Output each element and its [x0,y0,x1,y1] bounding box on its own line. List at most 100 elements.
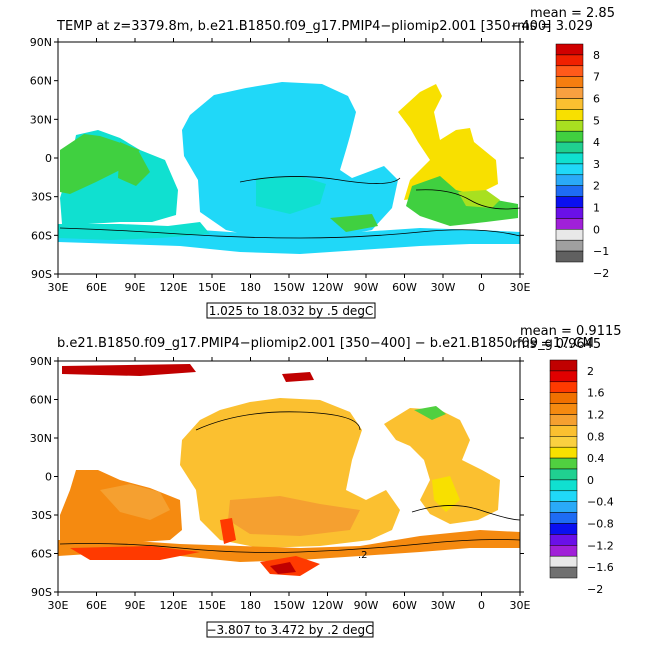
lon-label: 90W [354,599,379,612]
colorbar-swatch [549,534,578,546]
colorbar-swatch [549,359,578,372]
lon-label: 60E [86,281,107,294]
panel-1-pacific-cyan [256,176,326,214]
colorbar-label: 2 [587,365,594,378]
lat-label: 90N [30,355,52,368]
panel-1-pacific-ocean [182,82,398,240]
panel-2-pacific-lightorange [228,496,360,536]
lon-label: 180 [240,281,261,294]
colorbar-swatch [555,98,584,110]
panel-2-atlantic-yellow [432,476,460,512]
panel-1-colorbar: 8 7 6 5 4 3 2 1 0 −1 −2 [555,43,609,280]
lon-label: 90E [125,281,146,294]
panel-1-title: TEMP at z=3379.8m, b.e21.B1850.f09_g17.P… [56,19,551,34]
lon-label: 60W [392,599,417,612]
lon-label: 120E [160,281,188,294]
panel-1-rms: rms = 3.029 [512,19,593,34]
colorbar-swatch [555,120,584,132]
panel-1-lon-axis: 30E 60E 90E 120E 150E 180 150W 120W 90W 60W 30W 0 30… [48,38,531,294]
panel-2-mean: mean = 0.9115 [520,324,622,339]
colorbar-swatch [549,468,578,481]
colorbar-swatch [555,163,584,176]
lon-label: 150W [273,281,305,294]
colorbar-swatch [555,141,584,154]
colorbar-swatch [555,43,584,56]
panel-1-plot-area [57,41,521,275]
colorbar-swatch [549,566,578,579]
panel-2-colorbar: 2 1.6 1.2 0.8 0.4 0 −0.4 −0.8 −1.2 −1.6 −2 [549,359,614,596]
panel-2-plot-area: .2 [57,360,521,593]
panel-1-indian-green-2 [118,142,150,186]
colorbar-swatch [549,523,578,535]
colorbar-label: 1.6 [587,387,605,400]
colorbar-swatch [555,109,584,121]
colorbar-swatch [549,381,578,393]
lon-label: 120E [160,599,188,612]
colorbar-label: 0.4 [587,452,605,465]
colorbar-swatch [555,196,584,208]
panel-1-range-box [206,302,376,319]
colorbar-swatch [549,479,578,492]
colorbar-label: −2 [587,583,603,596]
lat-label: 30S [31,509,52,522]
lon-label: 0 [478,599,485,612]
lat-label: 0 [45,152,52,165]
panel-2-atlantic-green [414,406,446,420]
lon-label: 30W [431,599,456,612]
colorbar-swatch [555,65,584,77]
panel-2-contour-3 [411,505,521,521]
colorbar-swatch [549,436,578,448]
panel-1-atlantic-ocean [398,84,498,200]
colorbar-swatch [555,185,584,197]
lat-label: 30S [31,191,52,204]
panel-2-ross-sea-darkred [270,562,296,574]
panel-1-contour-3 [415,189,521,210]
lon-label: 120W [312,599,344,612]
panel-2-atlantic-ocean [384,408,500,524]
colorbar-label: −0.4 [587,496,614,509]
colorbar-swatch [555,54,584,67]
colorbar-label: 1 [593,202,600,215]
colorbar-swatch [549,403,578,415]
panel-2-contour-1 [59,539,521,553]
colorbar-swatch [549,425,578,437]
lat-label: 30N [30,113,52,126]
lat-label: 0 [45,471,52,484]
colorbar-label: 7 [593,71,600,84]
colorbar-label: 4 [593,136,600,149]
panel-2: b.e21.B1850.f09_g17.PMIP4−pliomip2.001 [… [30,324,622,638]
panel-1-southern-green [330,214,378,232]
panel-1-contour-1 [59,227,521,239]
colorbar-label: 0.8 [587,430,605,443]
colorbar-label: 0 [587,474,594,487]
colorbar-label: −1 [593,245,609,258]
colorbar-swatch [555,130,584,143]
colorbar-swatch [549,545,578,557]
lon-label: 60W [392,281,417,294]
panel-2-range-label: −3.807 to 3.472 by .2 degC [206,623,373,637]
colorbar-swatch [555,174,584,186]
colorbar-swatch [555,207,584,219]
panel-2-southern-red [70,546,200,560]
panel-2-range-box [206,621,374,638]
lat-label: 60N [30,75,52,88]
panel-2-arctic-strip [62,364,196,376]
colorbar-swatch [549,490,578,502]
panel-1-atlantic-lightgreen [458,190,500,208]
colorbar-swatch [549,457,578,470]
panel-1-atlantic-green [406,176,518,226]
lon-label: 150E [198,281,226,294]
colorbar-label: 8 [593,49,600,62]
lon-label: 30W [431,281,456,294]
lat-label: 90S [31,586,52,599]
panel-2-lon-axis: 30E 60E 90E 120E 150E 180 150W 120W 90W 60W 30W 0 30… [48,357,531,612]
panel-1: TEMP at z=3379.8m, b.e21.B1850.f09_g17.P… [30,6,615,319]
lon-label: 30E [510,281,531,294]
panel-1-range-label: 1.025 to 18.032 by .5 degC [209,304,374,318]
lon-label: 150E [198,599,226,612]
colorbar-label: 2 [593,180,600,193]
colorbar-swatch [555,250,584,263]
lon-label: 30E [510,599,531,612]
colorbar-swatch [555,152,584,165]
